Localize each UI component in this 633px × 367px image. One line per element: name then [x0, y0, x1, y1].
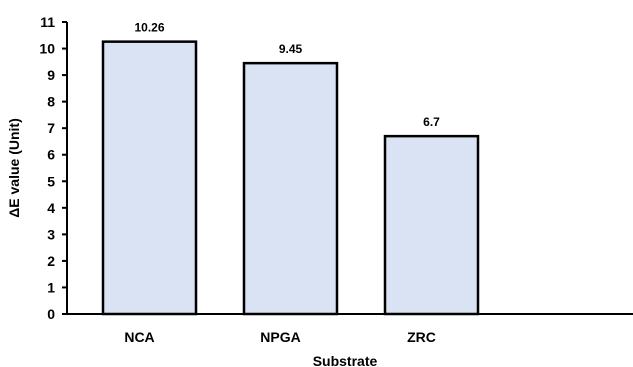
y-tick-label: 3: [47, 226, 55, 242]
y-tick-label: 9: [47, 67, 55, 83]
y-tick-label: 1: [47, 279, 55, 295]
y-tick-label: 11: [40, 14, 55, 30]
bars-layer: [101, 40, 480, 316]
y-axis-title: ΔE value (Unit): [6, 118, 22, 218]
bar-npga: [242, 61, 339, 316]
bar-nca: [101, 40, 198, 316]
axis-layer: [66, 22, 633, 315]
data-label: 10.26: [134, 21, 164, 35]
y-tick-label: 0: [47, 306, 55, 322]
y-tick-label: 8: [47, 94, 55, 110]
x-category-label: NPGA: [260, 329, 300, 345]
x-category-labels: NCA NPGA ZRC: [124, 329, 436, 345]
y-tick-label: 6: [47, 147, 55, 163]
bar-zrc: [383, 134, 480, 316]
y-tick-label: 4: [47, 200, 55, 216]
x-category-label: ZRC: [407, 329, 436, 345]
data-label: 6.7: [423, 115, 440, 129]
y-tick-label: 2: [47, 253, 55, 269]
data-label: 9.45: [279, 42, 303, 56]
y-tick-label: 5: [47, 173, 55, 189]
data-labels-layer: 10.26 9.45 6.7: [134, 21, 440, 130]
x-category-label: NCA: [124, 329, 154, 345]
x-axis-title: Substrate: [313, 353, 378, 367]
y-ticks-layer: 0 1 2 3 4 5 6 7 8 9 10 11: [39, 14, 67, 322]
y-tick-label: 10: [39, 41, 55, 57]
y-tick-label: 7: [47, 120, 55, 136]
